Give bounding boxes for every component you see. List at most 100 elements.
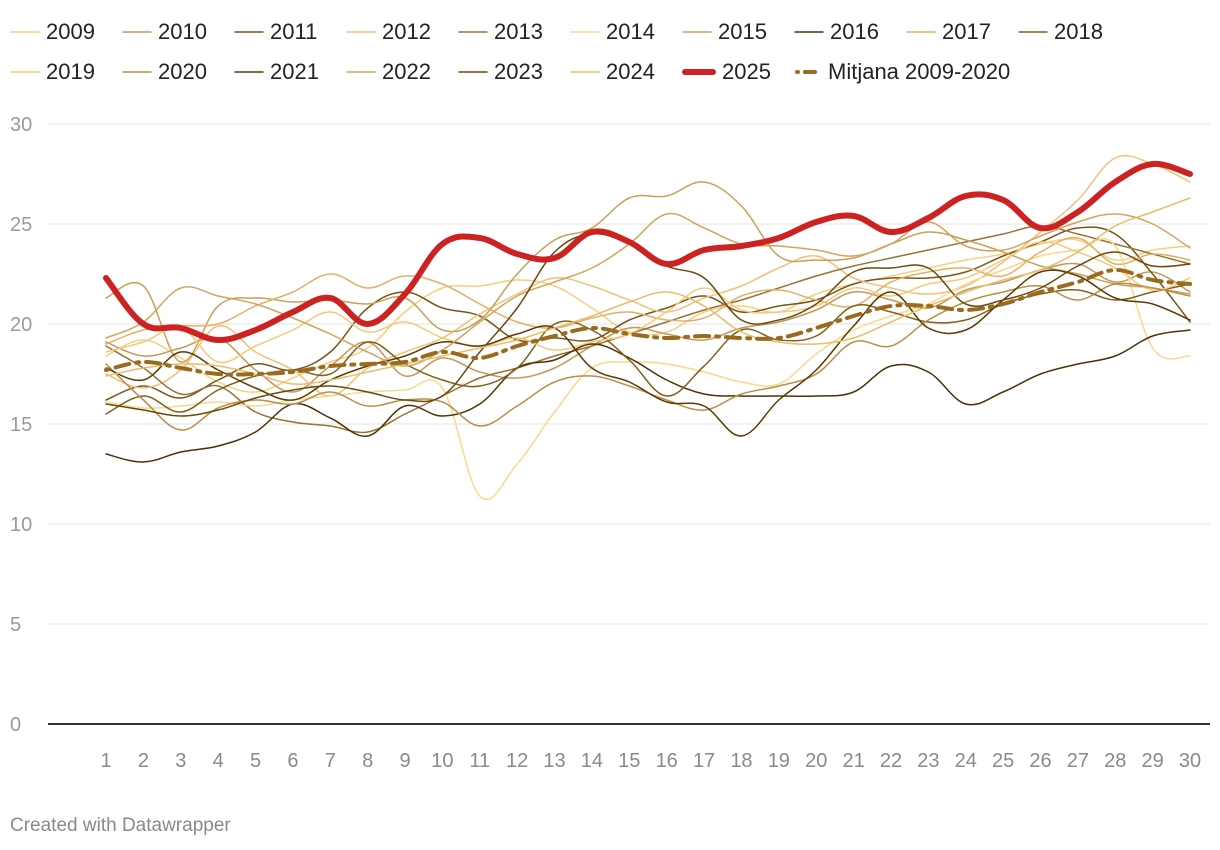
series-line-2019: [105, 241, 1191, 364]
series-line-2010: [105, 262, 1191, 393]
legend-label: 2021: [270, 59, 319, 84]
x-tick-label: 17: [693, 750, 715, 772]
legend-item: 2014: [570, 19, 682, 45]
legend-swatch: [682, 69, 716, 75]
legend-row: 2009 2010 2011 2012 2013 2014 2015 2016 2017 2018: [10, 12, 1200, 52]
y-tick-label: 20: [10, 314, 32, 336]
legend-label: 2022: [382, 59, 431, 84]
legend-swatch: [10, 71, 40, 73]
legend-swatch: [122, 71, 152, 73]
legend-label: 2023: [494, 59, 543, 84]
x-tick-label: 1: [100, 750, 111, 772]
legend-swatch: [570, 31, 600, 33]
series-line-2013: [105, 225, 1191, 434]
legend-item: 2019: [10, 59, 122, 85]
y-tick-label: 25: [10, 214, 32, 236]
x-tick-label: 7: [325, 750, 336, 772]
legend-label: 2018: [1054, 19, 1103, 44]
series-line-2022: [105, 212, 1191, 367]
series-line-2016: [105, 329, 1191, 463]
credit-text: Created with Datawrapper: [10, 815, 231, 836]
legend-swatch: [682, 31, 712, 33]
x-tick-label: 30: [1179, 750, 1201, 772]
legend-item: 2021: [234, 59, 346, 85]
legend-item: 2018: [1018, 19, 1130, 45]
y-tick-label: 5: [10, 614, 21, 636]
legend-item: 2011: [234, 19, 346, 45]
legend-label: 2014: [606, 19, 655, 44]
x-axis-ticks: 1 2 3 4 5 6 7 8 9 10 11 12 13 14 15 16 17 18 19 20 21 22 23 24 2…: [100, 750, 1201, 772]
x-tick-label: 4: [213, 750, 224, 772]
legend-label: 2009: [46, 19, 95, 44]
legend-label: 2010: [158, 19, 207, 44]
legend-label: 2017: [942, 19, 991, 44]
legend-item: Mitjana 2009-2020: [794, 59, 1010, 85]
legend-item: 2022: [346, 59, 458, 85]
legend-swatch: [234, 71, 264, 73]
legend-label: 2020: [158, 59, 207, 84]
legend-item: 2013: [458, 19, 570, 45]
x-tick-label: 12: [506, 750, 528, 772]
series-line-mitjana-2009-2020: [104, 267, 1192, 377]
legend-item: 2025: [682, 59, 794, 85]
series-line-2024: [105, 197, 1191, 385]
x-tick-label: 15: [618, 750, 640, 772]
y-tick-label: 15: [10, 414, 32, 436]
legend-swatch: [570, 71, 600, 73]
series-line-2017: [105, 236, 1191, 345]
x-tick-label: 28: [1104, 750, 1126, 772]
legend-swatch: [795, 70, 821, 74]
legend-item: 2009: [10, 19, 122, 45]
x-tick-label: 2: [138, 750, 149, 772]
x-tick-label: 13: [543, 750, 565, 772]
series-line-2025: [103, 160, 1193, 344]
legend-item: 2020: [122, 59, 234, 85]
legend-label: Mitjana 2009-2020: [828, 59, 1011, 84]
legend-label: 2024: [606, 59, 655, 84]
y-tick-label: 30: [10, 114, 32, 136]
legend-swatch: [1018, 31, 1048, 33]
x-tick-label: 11: [469, 750, 490, 772]
legend-swatch: [906, 31, 936, 33]
series-line-2012: [105, 154, 1191, 397]
legend-item: 2015: [682, 19, 794, 45]
x-tick-label: 29: [1141, 750, 1163, 772]
x-tick-label: 23: [917, 750, 939, 772]
x-tick-label: 8: [362, 750, 373, 772]
legend-item: 2017: [906, 19, 1018, 45]
legend-swatch: [794, 31, 824, 33]
legend-item: 2016: [794, 19, 906, 45]
x-tick-label: 9: [399, 750, 410, 772]
x-tick-label: 18: [730, 750, 752, 772]
legend-label: 2015: [718, 19, 767, 44]
legend-swatch: [122, 31, 152, 33]
x-tick-label: 5: [250, 750, 261, 772]
series-line-2015: [105, 181, 1191, 363]
x-tick-label: 27: [1067, 750, 1089, 772]
legend-swatch: [346, 71, 376, 73]
x-tick-label: 6: [287, 750, 298, 772]
legend: 2009 2010 2011 2012 2013 2014 2015 2016 2017 2018…: [10, 12, 1200, 92]
legend-item: 2023: [458, 59, 570, 85]
legend-label: 2011: [270, 19, 318, 44]
x-tick-label: 14: [581, 750, 603, 772]
series-line-2020: [105, 282, 1191, 431]
x-tick-label: 10: [431, 750, 453, 772]
legend-swatch: [10, 31, 40, 33]
x-tick-label: 16: [656, 750, 678, 772]
y-tick-label: 10: [10, 514, 32, 536]
legend-item: 2012: [346, 19, 458, 45]
series-lines: [103, 154, 1193, 500]
legend-label: 2025: [722, 59, 771, 84]
x-tick-label: 21: [842, 750, 864, 772]
x-tick-label: 25: [992, 750, 1014, 772]
x-tick-label: 24: [955, 750, 977, 772]
x-tick-label: 3: [175, 750, 186, 772]
legend-label: 2019: [46, 59, 95, 84]
legend-label: 2016: [830, 19, 879, 44]
legend-item: 2024: [570, 59, 682, 85]
x-tick-label: 20: [805, 750, 827, 772]
legend-swatch: [346, 31, 376, 33]
legend-label: 2013: [494, 19, 543, 44]
series-line-2021: [105, 269, 1191, 437]
